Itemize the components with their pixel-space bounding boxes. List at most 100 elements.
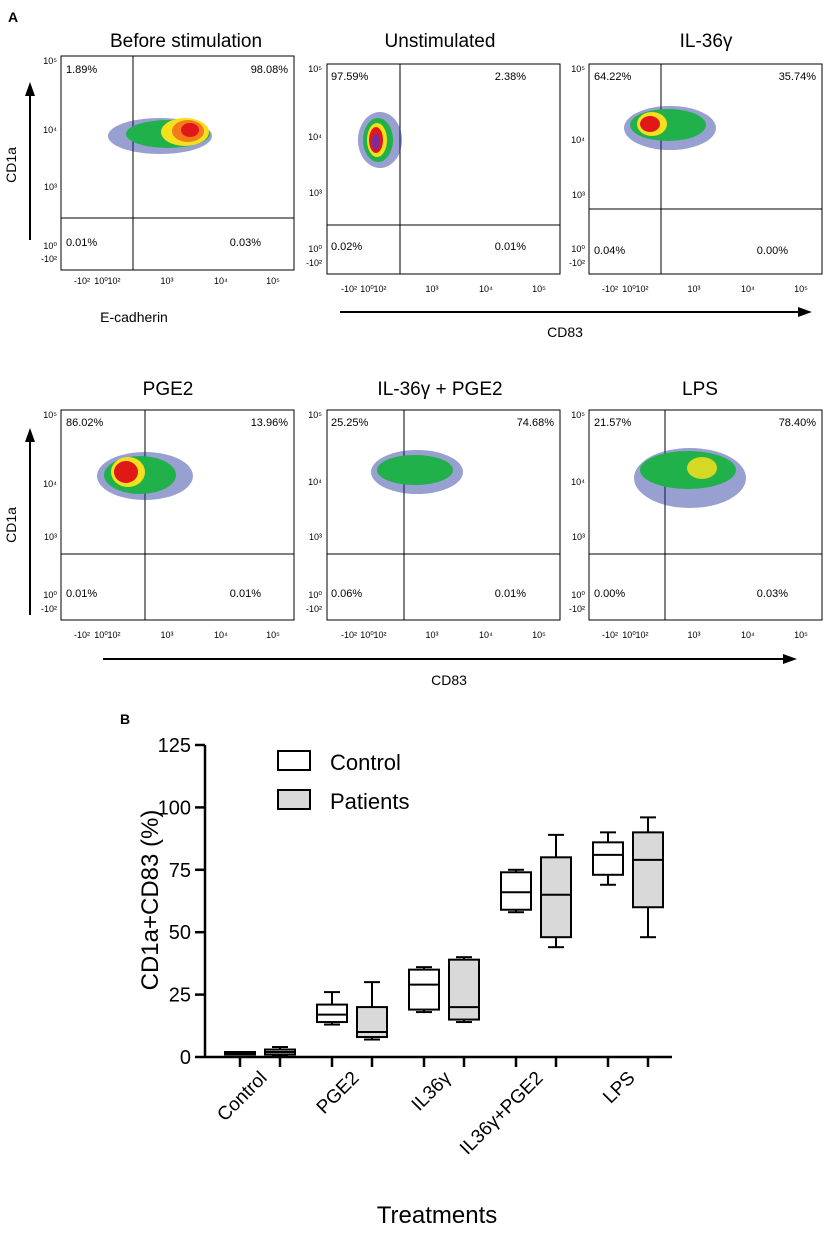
svg-text:10²: 10² bbox=[373, 284, 386, 294]
svg-text:10⁰: 10⁰ bbox=[94, 276, 108, 286]
svg-text:-10²: -10² bbox=[569, 604, 585, 614]
y-tick-label: 50 bbox=[169, 922, 191, 944]
quadrant-ul: 97.59% bbox=[331, 71, 369, 83]
control-box bbox=[592, 841, 624, 876]
flow-plot-pge2: PGE2 86.02% 13.96% 0.01% 0.01% 10⁵ 10⁴ 1… bbox=[41, 379, 295, 640]
svg-text:10⁰: 10⁰ bbox=[622, 284, 636, 294]
svg-text:10³: 10³ bbox=[572, 532, 585, 542]
svg-text:10³: 10³ bbox=[687, 284, 700, 294]
svg-text:10³: 10³ bbox=[425, 284, 438, 294]
svg-text:10⁴: 10⁴ bbox=[214, 630, 228, 640]
boxplot-area: 0 25 50 75 100 125 Control PGE2 IL36γ IL36γ+PGE2 L… bbox=[158, 735, 672, 1159]
svg-text:-10²: -10² bbox=[41, 254, 57, 264]
svg-text:10³: 10³ bbox=[309, 532, 322, 542]
y-tick-label: 25 bbox=[169, 985, 191, 1007]
quadrant-ll: 0.06% bbox=[331, 588, 362, 600]
category-label: LPS bbox=[599, 1068, 639, 1108]
svg-text:10⁰: 10⁰ bbox=[308, 590, 322, 600]
quadrant-ur: 78.40% bbox=[779, 417, 817, 429]
svg-text:10⁵: 10⁵ bbox=[266, 630, 280, 640]
legend-swatch-control bbox=[277, 750, 311, 771]
panel-b-label: B bbox=[120, 711, 130, 727]
quadrant-lr: 0.01% bbox=[230, 588, 261, 600]
flow-plot-frame bbox=[588, 409, 823, 621]
svg-text:10⁰: 10⁰ bbox=[43, 590, 57, 600]
flow-plot-title: LPS bbox=[682, 379, 718, 400]
svg-text:10⁰: 10⁰ bbox=[308, 244, 322, 254]
control-box bbox=[500, 871, 532, 911]
quadrant-ll: 0.00% bbox=[594, 588, 625, 600]
svg-text:10⁴: 10⁴ bbox=[741, 630, 755, 640]
cd83-axis-top: CD83 bbox=[340, 307, 812, 340]
svg-text:10³: 10³ bbox=[44, 182, 57, 192]
cd83-label-top: CD83 bbox=[547, 324, 583, 340]
svg-text:-10²: -10² bbox=[41, 604, 57, 614]
quadrant-lr: 0.03% bbox=[230, 237, 261, 249]
svg-text:10⁵: 10⁵ bbox=[571, 410, 585, 420]
legend-label-control: Control bbox=[330, 750, 401, 775]
svg-text:10³: 10³ bbox=[44, 532, 57, 542]
svg-text:10³: 10³ bbox=[425, 630, 438, 640]
quadrant-ul: 64.22% bbox=[594, 71, 632, 83]
svg-text:10²: 10² bbox=[635, 630, 648, 640]
svg-text:-10²: -10² bbox=[74, 630, 90, 640]
svg-text:10⁵: 10⁵ bbox=[794, 284, 808, 294]
svg-text:-10²: -10² bbox=[569, 258, 585, 268]
svg-text:-10²: -10² bbox=[74, 276, 90, 286]
quadrant-ll: 0.01% bbox=[66, 237, 97, 249]
flow-plot-frame bbox=[588, 63, 823, 275]
x-axis-title: Treatments bbox=[377, 1202, 497, 1229]
quadrant-lr: 0.00% bbox=[757, 245, 788, 257]
svg-text:10⁴: 10⁴ bbox=[479, 630, 493, 640]
flow-plot-frame bbox=[326, 63, 561, 275]
legend-label-patients: Patients bbox=[330, 789, 410, 814]
svg-text:10⁵: 10⁵ bbox=[532, 284, 546, 294]
flow-plot-title: IL-36γ + PGE2 bbox=[377, 379, 502, 400]
category-label: IL36γ bbox=[408, 1067, 456, 1115]
legend: Control Patients bbox=[277, 750, 410, 814]
quadrant-ul: 25.25% bbox=[331, 417, 369, 429]
quadrant-ur: 98.08% bbox=[251, 64, 289, 76]
quadrant-ul: 21.57% bbox=[594, 417, 632, 429]
quadrant-ll: 0.01% bbox=[66, 588, 97, 600]
ecadherin-label: E-cadherin bbox=[100, 309, 168, 325]
svg-text:-10²: -10² bbox=[341, 630, 357, 640]
svg-text:10⁰: 10⁰ bbox=[571, 244, 585, 254]
legend-swatch-patients bbox=[277, 789, 311, 810]
y-axis-title: CD1a+CD83 (%) bbox=[137, 810, 164, 991]
svg-text:10²: 10² bbox=[107, 276, 120, 286]
svg-text:10⁰: 10⁰ bbox=[94, 630, 108, 640]
flow-plot-unstimulated: Unstimulated 97.59% 2.38% 0.02% 0.01% 10… bbox=[306, 31, 561, 294]
quadrant-lr: 0.01% bbox=[495, 241, 526, 253]
quadrant-ur: 35.74% bbox=[779, 71, 817, 83]
quadrant-ll: 0.02% bbox=[331, 241, 362, 253]
cd1a-axis-bottom: CD1a bbox=[3, 428, 35, 615]
svg-text:10⁵: 10⁵ bbox=[571, 64, 585, 74]
cd83-axis-bottom: CD83 bbox=[103, 654, 797, 688]
flow-plot-title: PGE2 bbox=[143, 379, 194, 400]
quadrant-ur: 74.68% bbox=[517, 417, 555, 429]
svg-text:10³: 10³ bbox=[572, 190, 585, 200]
svg-text:10⁵: 10⁵ bbox=[43, 410, 57, 420]
flow-plot-title: IL-36γ bbox=[680, 31, 733, 52]
panel-a-label: A bbox=[8, 9, 18, 25]
svg-text:10³: 10³ bbox=[687, 630, 700, 640]
svg-text:10⁴: 10⁴ bbox=[214, 276, 228, 286]
svg-text:10⁴: 10⁴ bbox=[571, 477, 585, 487]
quadrant-ul: 1.89% bbox=[66, 64, 97, 76]
flow-plot-before-stimulation: Before stimulation 1.89% 98.08% 0.01% 0.… bbox=[41, 31, 295, 286]
flow-plot-frame bbox=[60, 55, 295, 271]
svg-text:10⁵: 10⁵ bbox=[532, 630, 546, 640]
quadrant-lr: 0.03% bbox=[757, 588, 788, 600]
svg-text:10²: 10² bbox=[373, 630, 386, 640]
flow-plot-il36g: IL-36γ 64.22% 35.74% 0.04% 0.00% 10⁵ 10⁴… bbox=[569, 31, 823, 294]
svg-text:10⁵: 10⁵ bbox=[308, 410, 322, 420]
svg-text:10⁵: 10⁵ bbox=[308, 64, 322, 74]
y-tick-label: 100 bbox=[158, 797, 191, 819]
control-box bbox=[408, 968, 440, 1011]
svg-text:-10²: -10² bbox=[602, 630, 618, 640]
flow-plot-title: Before stimulation bbox=[110, 31, 262, 52]
y-tick-label: 125 bbox=[158, 735, 191, 757]
svg-text:10⁰: 10⁰ bbox=[43, 241, 57, 251]
